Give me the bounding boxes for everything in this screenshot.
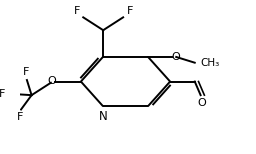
Text: N: N (99, 110, 108, 123)
Text: O: O (197, 98, 206, 108)
Text: F: F (73, 6, 80, 16)
Text: O: O (47, 76, 56, 86)
Text: F: F (0, 89, 5, 99)
Text: F: F (17, 112, 23, 122)
Text: F: F (23, 67, 29, 77)
Text: F: F (126, 6, 133, 16)
Text: O: O (171, 52, 180, 62)
Text: CH₃: CH₃ (201, 59, 220, 69)
